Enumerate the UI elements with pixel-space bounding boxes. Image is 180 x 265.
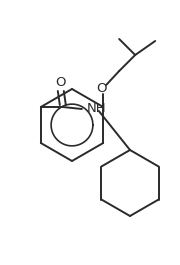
- Text: NH: NH: [87, 103, 106, 116]
- Text: O: O: [56, 77, 66, 90]
- Text: O: O: [96, 82, 106, 95]
